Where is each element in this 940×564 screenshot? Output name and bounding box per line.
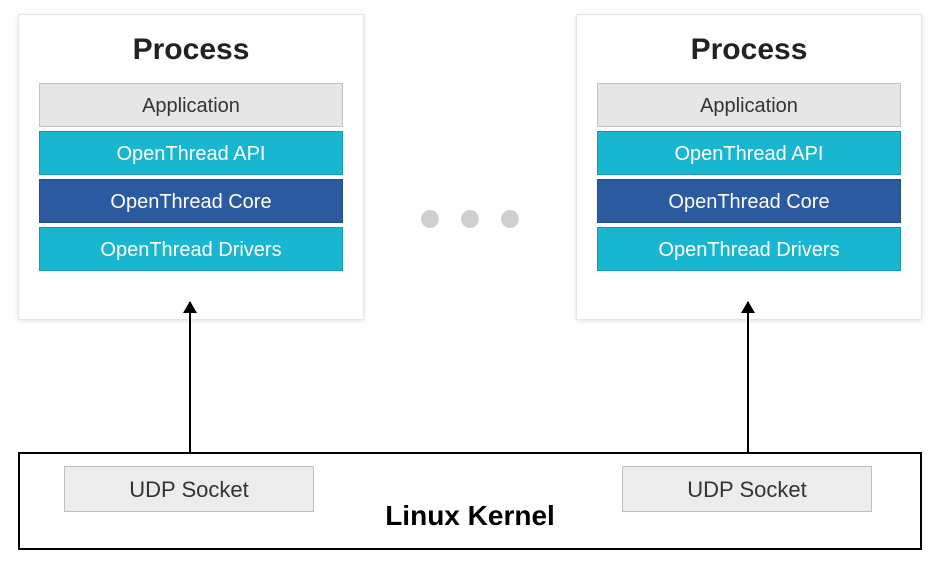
layer-openthread-api: OpenThread API	[39, 131, 343, 175]
layer-openthread-core: OpenThread Core	[597, 179, 901, 223]
layer-application: Application	[597, 83, 901, 127]
ellipsis-dots	[410, 210, 530, 228]
process-box-left: Process ApplicationOpenThread APIOpenThr…	[18, 14, 364, 320]
process-title-right: Process	[597, 33, 901, 67]
udp-socket-left: UDP Socket	[64, 466, 314, 512]
layer-openthread-core: OpenThread Core	[39, 179, 343, 223]
layer-openthread-drivers: OpenThread Drivers	[597, 227, 901, 271]
dot-icon	[421, 210, 439, 228]
layer-openthread-drivers: OpenThread Drivers	[39, 227, 343, 271]
process-title-left: Process	[39, 33, 343, 67]
dot-icon	[501, 210, 519, 228]
kernel-label: Linux Kernel	[358, 500, 582, 532]
layer-openthread-api: OpenThread API	[597, 131, 901, 175]
arrow-up-left	[189, 302, 191, 452]
process-box-right: Process ApplicationOpenThread APIOpenThr…	[576, 14, 922, 320]
arrow-up-right	[747, 302, 749, 452]
layer-stack-right: ApplicationOpenThread APIOpenThread Core…	[597, 83, 901, 271]
diagram-canvas: Process ApplicationOpenThread APIOpenThr…	[0, 0, 940, 564]
udp-socket-right: UDP Socket	[622, 466, 872, 512]
dot-icon	[461, 210, 479, 228]
layer-stack-left: ApplicationOpenThread APIOpenThread Core…	[39, 83, 343, 271]
layer-application: Application	[39, 83, 343, 127]
